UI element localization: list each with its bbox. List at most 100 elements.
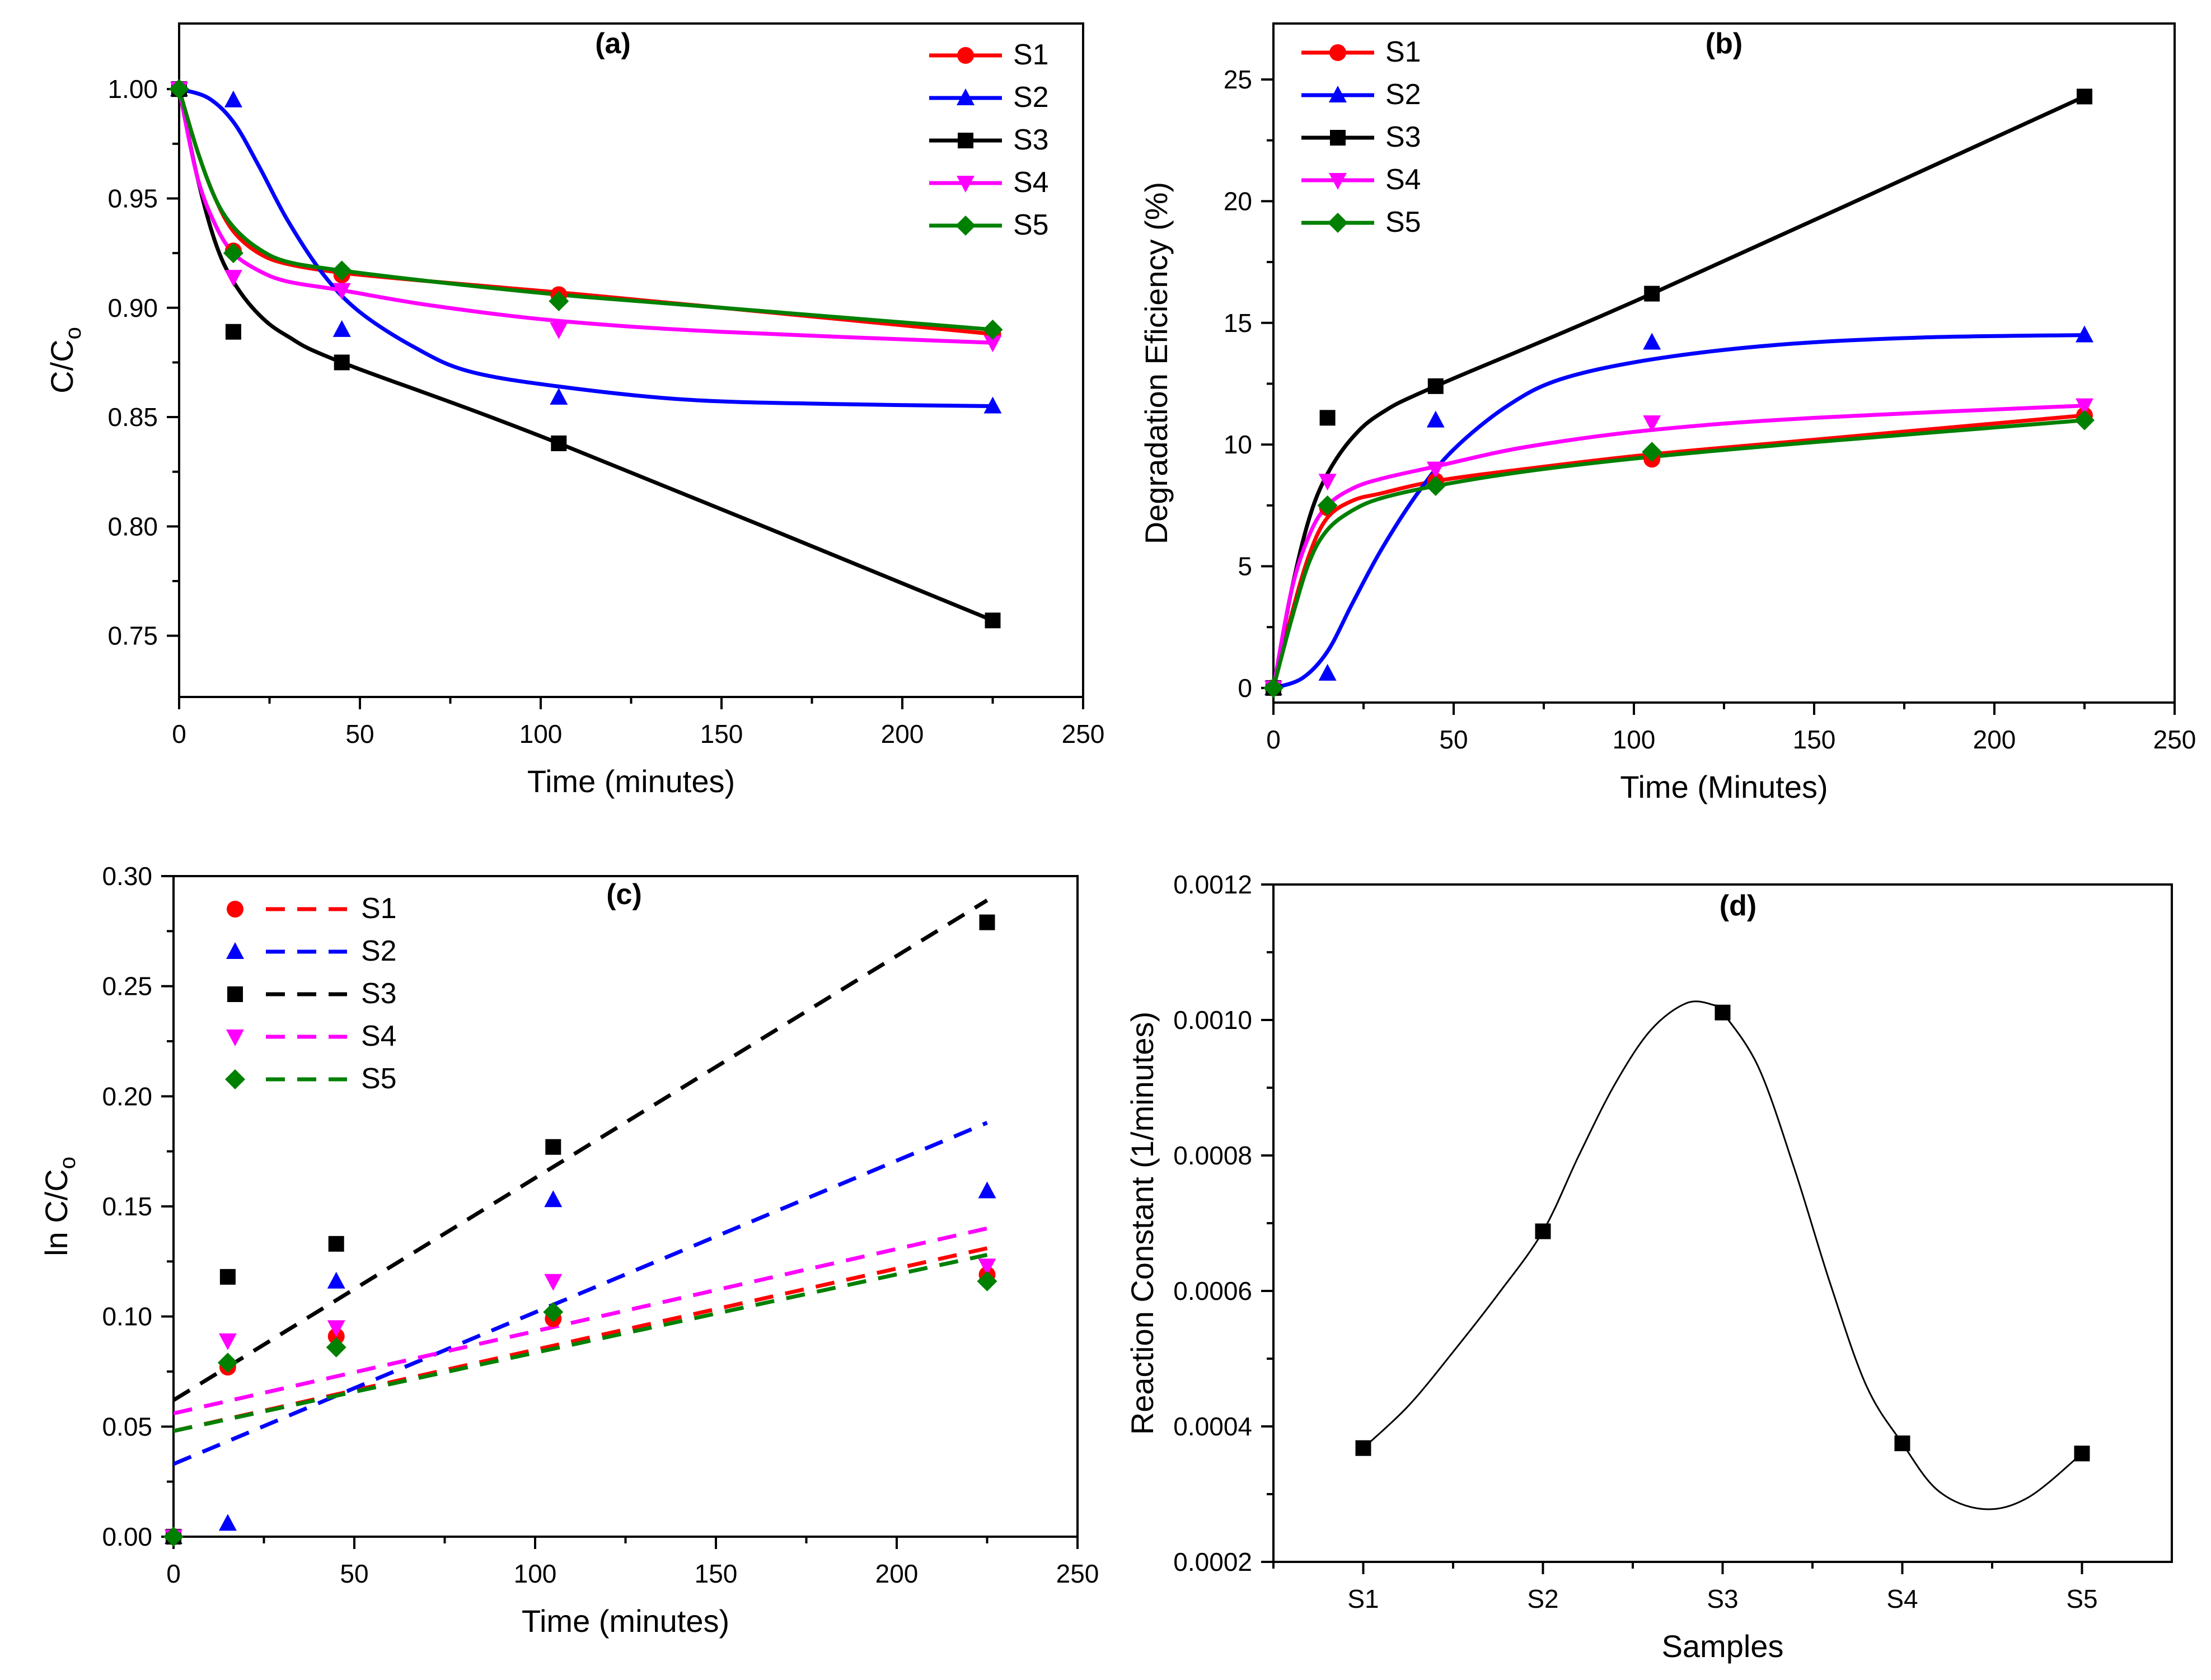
legend-S1-label: S1 <box>361 892 397 925</box>
legend-S2-marker <box>1329 86 1347 102</box>
series-S3-point <box>1644 286 1660 302</box>
series-S5-point <box>2074 410 2095 430</box>
legend-S5-label: S5 <box>361 1063 397 1095</box>
x-tick-label: 250 <box>2153 725 2196 754</box>
series-S3-point <box>219 1269 236 1285</box>
panel-b-xlabel: Time (Minutes) <box>1620 769 1828 804</box>
series-Reaction Constant-point <box>1535 1223 1551 1239</box>
panel-d-plot-area <box>1362 1000 2083 1510</box>
series-S2-fit-line <box>174 1121 988 1466</box>
panel-c: 0 50 100 150 200 250 0.00 0.05 0.10 0.15 0.20 0.25 0… <box>39 862 1099 1639</box>
legend-S5-label: S5 <box>1385 206 1421 238</box>
series-S5-point <box>1425 476 1446 497</box>
series-S4-point <box>1426 461 1445 479</box>
x-tick-label-S4: S4 <box>1886 1584 1918 1613</box>
series-S4-point <box>332 283 351 300</box>
legend-S1-label: S1 <box>1013 39 1049 71</box>
series-S5-point <box>1317 495 1338 516</box>
series-S5-point <box>1642 442 1662 462</box>
y-tick-label: 0.10 <box>102 1302 152 1331</box>
series-S5-point <box>331 260 352 281</box>
series-S5-point <box>326 1337 346 1358</box>
panel-c-frame <box>172 875 1079 1538</box>
series-S3-point <box>551 435 567 451</box>
legend-S4-marker <box>226 1029 244 1046</box>
x-tick-label: 0 <box>166 1559 181 1588</box>
x-tick-label: 50 <box>1439 725 1468 754</box>
series-S5-point <box>1263 677 1283 698</box>
x-tick-label: 100 <box>519 719 563 748</box>
x-tick-label: 150 <box>700 719 743 748</box>
series-S4-point <box>550 322 568 339</box>
legend-S4-marker <box>957 176 975 193</box>
y-tick-label: 25 <box>1224 65 1252 94</box>
y-tick-label: 0.80 <box>107 512 158 541</box>
series-S4-point <box>983 335 1002 353</box>
series-S3-point <box>225 324 241 340</box>
x-tick-label: 200 <box>1973 725 2016 754</box>
series-S4-point <box>218 1333 237 1350</box>
series-Reaction Constant-line <box>1362 1000 2083 1510</box>
series-S3-point <box>979 914 995 930</box>
series-S5-point <box>549 291 569 312</box>
series-Reaction Constant-point <box>2074 1445 2090 1462</box>
legend-S5-marker <box>225 1069 245 1089</box>
series-S2-line <box>1273 333 2085 690</box>
legend-S4-label: S4 <box>361 1020 397 1052</box>
series-S2-point <box>332 320 351 337</box>
legend-S3-marker <box>958 133 973 148</box>
panel-d-ylabel: Reaction Constant (1/minutes) <box>1125 1012 1160 1435</box>
x-tick-label-S5: S5 <box>2066 1584 2097 1613</box>
series-S4-fit-line <box>174 1226 988 1416</box>
series-S3-line <box>1273 95 2086 689</box>
legend-S5-marker <box>955 216 976 236</box>
y-tick-label: 10 <box>1224 430 1252 459</box>
panel-c-title: (c) <box>606 878 642 911</box>
series-S5-point <box>169 79 189 100</box>
series-S5-line <box>1273 418 2085 689</box>
panel-d-title: (d) <box>1720 890 1756 922</box>
panel-c-xlabel: Time (minutes) <box>522 1603 729 1639</box>
x-tick-label: 50 <box>345 719 374 748</box>
y-tick-label: 0.20 <box>102 1082 152 1111</box>
series-S4-line <box>1273 404 2085 689</box>
y-tick-label: 0 <box>1238 673 1252 703</box>
series-S5-point <box>223 243 243 264</box>
y-tick-label: 0.05 <box>102 1412 152 1441</box>
series-S4-point <box>2076 398 2093 415</box>
panel-a-xlabel: Time (minutes) <box>527 764 735 799</box>
x-tick-label: 50 <box>340 1559 368 1588</box>
y-tick-label: 0.90 <box>107 293 158 322</box>
legend-S1-label: S1 <box>1385 36 1421 68</box>
series-S4-line <box>179 88 993 345</box>
legend-S1-marker <box>1329 44 1346 61</box>
legend-S2-label: S2 <box>1013 81 1049 114</box>
legend-S4-label: S4 <box>1013 166 1049 199</box>
y-tick-label: 5 <box>1238 552 1252 581</box>
series-S5-point <box>543 1302 564 1322</box>
series-S5-point <box>217 1353 238 1373</box>
x-tick-label: 0 <box>172 719 186 748</box>
panel-d: S1 S2 S3 S4 S5 0.0002 0.0004 0.0006 0.0008 0.0010… <box>1125 870 2173 1664</box>
series-S4-point <box>978 1258 996 1276</box>
series-S5-line <box>179 88 993 332</box>
series-S1-fit-line <box>174 1246 988 1433</box>
legend-S3-marker <box>1330 130 1346 146</box>
x-tick-label: 200 <box>875 1559 919 1588</box>
y-tick-label: 1.00 <box>107 74 158 104</box>
y-tick-label: 15 <box>1224 308 1252 338</box>
legend-S3-marker <box>227 986 243 1002</box>
series-S3-point <box>985 612 1001 629</box>
legend-S2-label: S2 <box>1385 78 1421 111</box>
series-S4-point <box>224 270 242 287</box>
y-tick-label: 0.0010 <box>1173 1005 1252 1035</box>
x-tick-label-S2: S2 <box>1527 1584 1558 1613</box>
y-tick-label: 20 <box>1224 186 1252 216</box>
x-tick-label-S3: S3 <box>1707 1584 1738 1613</box>
y-tick-label: 0.95 <box>107 184 158 213</box>
series-S2-point <box>1426 410 1445 428</box>
panel-a-plot-area <box>179 87 994 623</box>
x-tick-label: 100 <box>514 1559 557 1588</box>
series-S3-point <box>328 1236 344 1252</box>
series-S3-line <box>179 88 994 623</box>
